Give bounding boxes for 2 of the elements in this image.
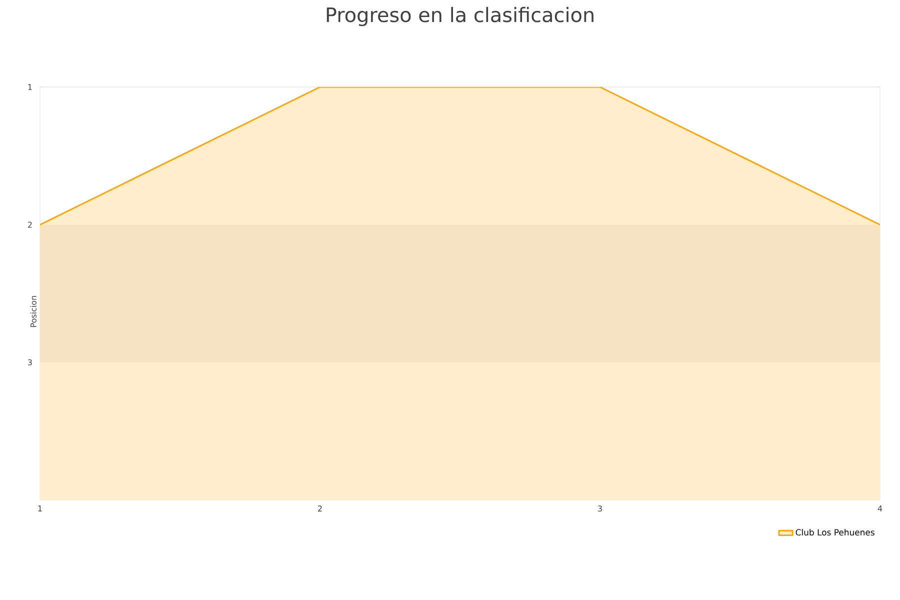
legend-label: Club Los Pehuenes xyxy=(796,528,874,536)
chart-title: Progreso en la clasificacion xyxy=(326,6,594,26)
